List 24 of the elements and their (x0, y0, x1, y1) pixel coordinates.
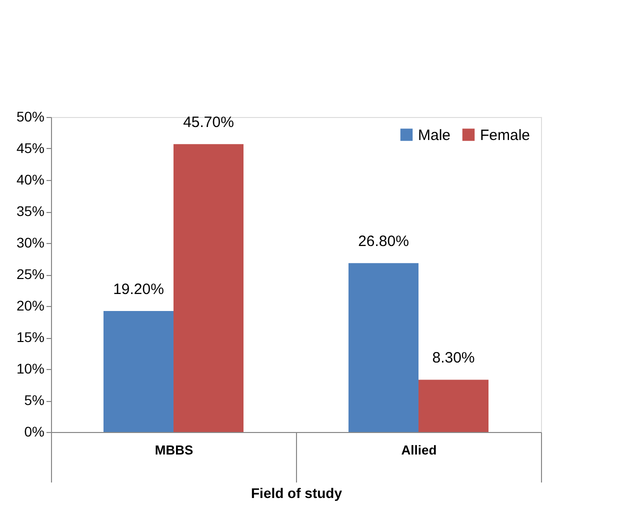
x-tick-label: Allied (401, 442, 437, 458)
data-label: 19.20% (113, 281, 164, 298)
y-tick-label: 25% (16, 266, 44, 282)
y-tick-label: 0% (24, 424, 44, 440)
data-label: 8.30% (432, 350, 475, 367)
y-tick-label: 20% (16, 298, 44, 314)
bar (348, 263, 418, 432)
y-tick-label: 35% (16, 203, 44, 219)
legend-label: Male (418, 126, 451, 144)
y-tick-label: 10% (16, 360, 44, 376)
bar (418, 380, 488, 432)
x-axis-title: Field of study (251, 485, 342, 501)
y-tick-label: 45% (16, 140, 44, 156)
data-label: 45.70% (183, 114, 234, 132)
data-label: 26.80% (358, 233, 409, 250)
x-tick-label: MBBS (154, 442, 194, 458)
y-tick-label: 5% (24, 392, 44, 408)
bar (104, 311, 174, 432)
y-tick-label: 15% (16, 329, 44, 345)
y-tick-label: 40% (16, 172, 44, 188)
y-tick-label: 50% (16, 108, 44, 124)
bar (174, 144, 244, 432)
y-tick-label: 30% (16, 234, 44, 250)
legend-label: Female (480, 126, 530, 144)
